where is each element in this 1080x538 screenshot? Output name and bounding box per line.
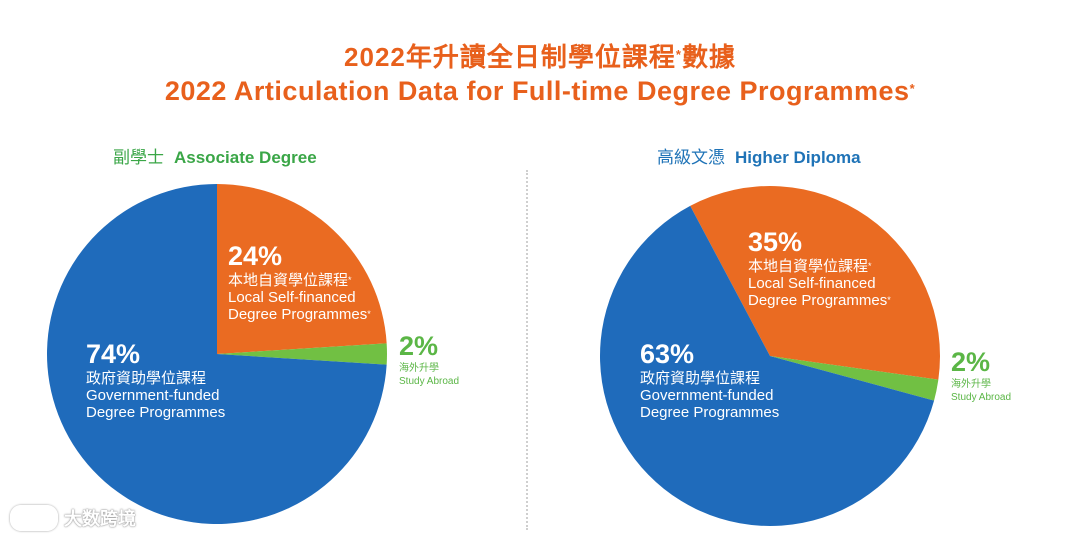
slice-label-hd-government-funded: 63% 政府資助學位課程 Government-funded Degree Pr… (640, 339, 780, 421)
title-chinese: 2022年升讀全日制學位課程*數據 (344, 42, 736, 72)
pie-slice-hd-government-funded (599, 205, 935, 526)
watermark-logo-icon (10, 505, 58, 531)
pie-slice-ad-self-financed (217, 184, 387, 354)
watermark: 大数跨境 (10, 505, 136, 531)
pie-slice-hd-study-abroad (770, 356, 939, 401)
slice-label-ad-self-financed: 24% 本地自資學位課程* Local Self-financed Degree… (228, 241, 371, 323)
pie-slice-hd-self-financed (690, 186, 940, 380)
slice-label-ad-study-abroad: 2% 海外升學 Study Abroad (399, 331, 460, 387)
title-english: 2022 Articulation Data for Full-time Deg… (164, 76, 916, 106)
chart-header: 2022年升讀全日制學位課程*數據 2022 Articulation Data… (0, 40, 1080, 108)
pie-title-associate-degree: 副學士 Associate Degree (113, 148, 317, 167)
slice-label-hd-self-financed: 35% 本地自資學位課程* Local Self-financed Degree… (748, 227, 891, 309)
pie-slice-ad-government-funded (47, 184, 387, 524)
divider (526, 170, 528, 530)
pie-title-higher-diploma: 高級文憑 Higher Diploma (657, 148, 861, 167)
slice-label-ad-government-funded: 74% 政府資助學位課程 Government-funded Degree Pr… (86, 339, 226, 421)
pie-slice-ad-study-abroad (217, 343, 388, 365)
slice-label-hd-study-abroad: 2% 海外升學 Study Abroad (951, 347, 1012, 403)
